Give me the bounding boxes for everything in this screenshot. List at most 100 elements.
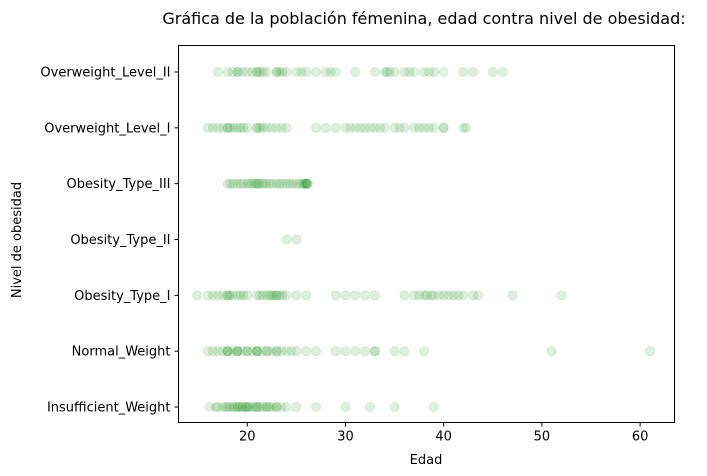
data-point bbox=[365, 402, 376, 412]
points-layer bbox=[192, 67, 655, 412]
data-point bbox=[453, 290, 464, 301]
data-point bbox=[487, 67, 498, 77]
data-point bbox=[232, 402, 243, 412]
data-point bbox=[271, 122, 282, 133]
data-point bbox=[297, 178, 308, 189]
data-point bbox=[414, 122, 425, 133]
data-point bbox=[227, 67, 238, 77]
data-point bbox=[301, 67, 312, 77]
data-point bbox=[238, 122, 249, 133]
data-point bbox=[252, 290, 263, 301]
data-point bbox=[302, 178, 313, 189]
data-point bbox=[271, 402, 282, 412]
data-point bbox=[409, 122, 420, 133]
data-point bbox=[240, 402, 251, 412]
data-point bbox=[210, 402, 221, 412]
data-point bbox=[345, 122, 356, 133]
data-point bbox=[458, 67, 469, 77]
x-axis: 20 30 40 50 60 bbox=[239, 422, 649, 445]
data-point bbox=[225, 178, 236, 189]
data-point bbox=[340, 402, 351, 412]
data-point bbox=[369, 346, 380, 357]
data-point bbox=[237, 402, 248, 412]
data-point bbox=[271, 290, 282, 301]
data-point bbox=[340, 122, 351, 133]
data-point bbox=[497, 67, 508, 77]
data-point bbox=[276, 402, 287, 412]
data-point bbox=[379, 67, 390, 77]
data-point bbox=[414, 290, 425, 301]
data-point bbox=[232, 402, 243, 412]
data-point bbox=[399, 346, 410, 357]
data-point bbox=[301, 178, 312, 189]
data-point bbox=[281, 67, 292, 77]
data-point bbox=[261, 67, 272, 77]
data-point bbox=[217, 346, 228, 357]
data-point bbox=[237, 67, 248, 77]
data-point bbox=[330, 290, 341, 301]
data-point bbox=[267, 178, 278, 189]
data-point bbox=[374, 122, 385, 133]
data-point bbox=[261, 122, 272, 133]
data-point bbox=[261, 346, 272, 357]
data-point bbox=[473, 290, 484, 301]
data-point bbox=[394, 122, 405, 133]
data-point bbox=[202, 290, 213, 301]
data-point bbox=[369, 290, 380, 301]
x-tick-label: 40 bbox=[435, 430, 452, 445]
y-tick-label: Obesity_Type_I bbox=[74, 289, 170, 304]
data-point bbox=[242, 402, 253, 412]
data-point bbox=[399, 122, 410, 133]
data-point bbox=[266, 122, 277, 133]
data-point bbox=[428, 402, 439, 412]
data-point bbox=[238, 290, 249, 301]
data-point bbox=[247, 402, 258, 412]
x-tick-label: 60 bbox=[632, 430, 649, 445]
data-point bbox=[423, 67, 434, 77]
data-point bbox=[448, 290, 459, 301]
data-point bbox=[286, 346, 297, 357]
data-point bbox=[232, 346, 243, 357]
data-point bbox=[276, 122, 287, 133]
x-tick-label: 50 bbox=[534, 430, 551, 445]
data-point bbox=[287, 178, 298, 189]
data-point bbox=[242, 122, 253, 133]
data-point bbox=[258, 178, 269, 189]
data-point bbox=[507, 290, 518, 301]
y-axis: Insufficient_Weight Normal_Weight Obesity_… bbox=[40, 66, 179, 416]
data-point bbox=[261, 402, 272, 412]
data-point bbox=[291, 290, 302, 301]
data-point bbox=[228, 178, 239, 189]
data-point bbox=[250, 402, 261, 412]
data-point bbox=[242, 346, 253, 357]
data-point bbox=[257, 122, 268, 133]
data-point bbox=[419, 67, 430, 77]
data-point bbox=[291, 234, 302, 245]
data-point bbox=[330, 346, 341, 357]
data-point bbox=[277, 178, 288, 189]
data-point bbox=[227, 402, 238, 412]
data-point bbox=[355, 122, 366, 133]
data-point bbox=[207, 346, 218, 357]
data-point bbox=[212, 346, 223, 357]
data-point bbox=[360, 122, 371, 133]
data-point bbox=[271, 402, 282, 412]
data-point bbox=[421, 290, 432, 301]
data-point bbox=[291, 402, 302, 412]
data-point bbox=[235, 122, 246, 133]
data-point bbox=[419, 290, 430, 301]
data-point bbox=[212, 67, 223, 77]
data-point bbox=[227, 290, 238, 301]
data-point bbox=[252, 67, 263, 77]
data-point bbox=[311, 402, 322, 412]
data-point bbox=[301, 178, 312, 189]
data-point bbox=[271, 67, 282, 77]
data-point bbox=[284, 178, 295, 189]
data-point bbox=[212, 402, 223, 412]
y-tick-label: Obesity_Type_III bbox=[66, 177, 170, 192]
data-point bbox=[217, 122, 228, 133]
data-point bbox=[235, 290, 246, 301]
data-point bbox=[399, 67, 410, 77]
data-point bbox=[369, 346, 380, 357]
data-point bbox=[274, 67, 285, 77]
